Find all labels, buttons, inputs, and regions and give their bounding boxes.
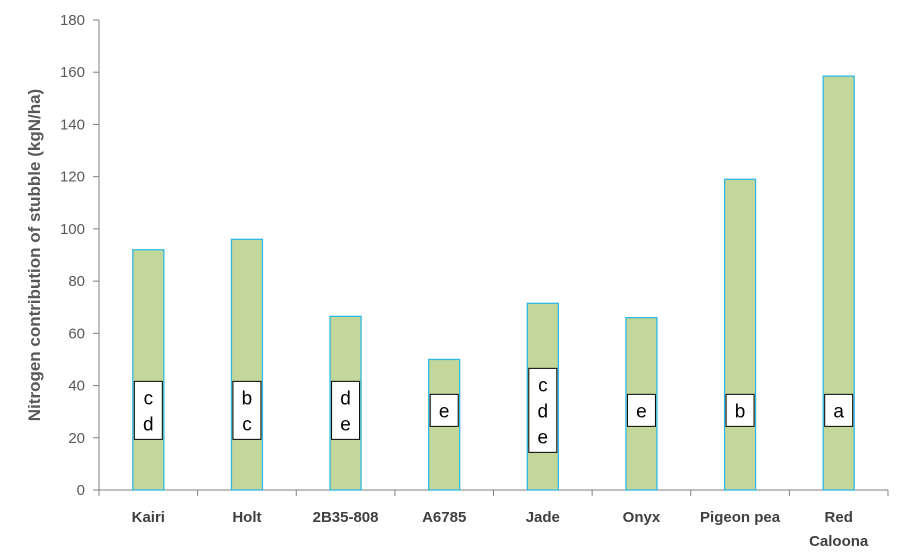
significance-box (824, 393, 854, 427)
significance-letter: a (833, 401, 844, 422)
category-label: Red (825, 509, 853, 526)
significance-box (725, 393, 755, 427)
category-label: Onyx (623, 509, 661, 526)
y-tick-label: 140 (60, 116, 85, 133)
y-axis: 0 20 40 60 80 100 120 140 160 180 (60, 12, 100, 499)
significance-letter: c (538, 375, 548, 396)
y-tick-label: 40 (68, 378, 85, 395)
significance-letter: d (143, 414, 154, 435)
significance-letter: d (538, 401, 549, 422)
y-tick-label: 60 (68, 325, 85, 342)
significance-box (232, 380, 262, 440)
significance-letter: e (439, 401, 450, 422)
significance-letter: c (144, 388, 154, 409)
bar (230, 238, 264, 491)
category-label: A6785 (422, 509, 466, 526)
category-label: Jade (526, 509, 560, 526)
significance-letter: b (242, 388, 253, 409)
significance-letter: b (735, 401, 746, 422)
significance-box (331, 380, 361, 440)
significance-letter: d (340, 388, 351, 409)
y-axis-title: Nitrogen contribution of stubble (kgN/ha… (25, 89, 44, 421)
significance-letter: c (242, 414, 252, 435)
y-tick-label: 100 (60, 221, 85, 238)
bar (822, 75, 855, 491)
significance-letter: e (340, 414, 351, 435)
y-tick-label: 160 (60, 64, 85, 81)
category-label: Kairi (132, 509, 165, 526)
category-label: Caloona (809, 533, 869, 550)
y-tick-label: 120 (60, 169, 85, 186)
y-tick-label: 180 (60, 12, 85, 29)
significance-letter: e (538, 427, 549, 448)
category-label: 2B35-808 (313, 509, 379, 526)
significance-letter: e (636, 401, 647, 422)
significance-box (528, 367, 558, 453)
category-label: Holt (232, 509, 261, 526)
significance-box (626, 393, 656, 427)
y-tick-label: 0 (77, 482, 85, 499)
y-axis-title-group: Nitrogen contribution of stubble (kgN/ha… (25, 89, 44, 421)
bar (132, 249, 165, 491)
bar (723, 178, 757, 491)
x-axis (98, 489, 889, 496)
category-labels: Kairi Holt 2B35-808 A6785 Jade Onyx Pigeon pea… (132, 509, 869, 550)
category-label: Pigeon pea (700, 509, 781, 526)
significance-box (429, 393, 459, 427)
y-tick-label: 20 (68, 430, 85, 447)
significance-box (133, 380, 163, 440)
y-tick-label: 80 (68, 273, 85, 290)
